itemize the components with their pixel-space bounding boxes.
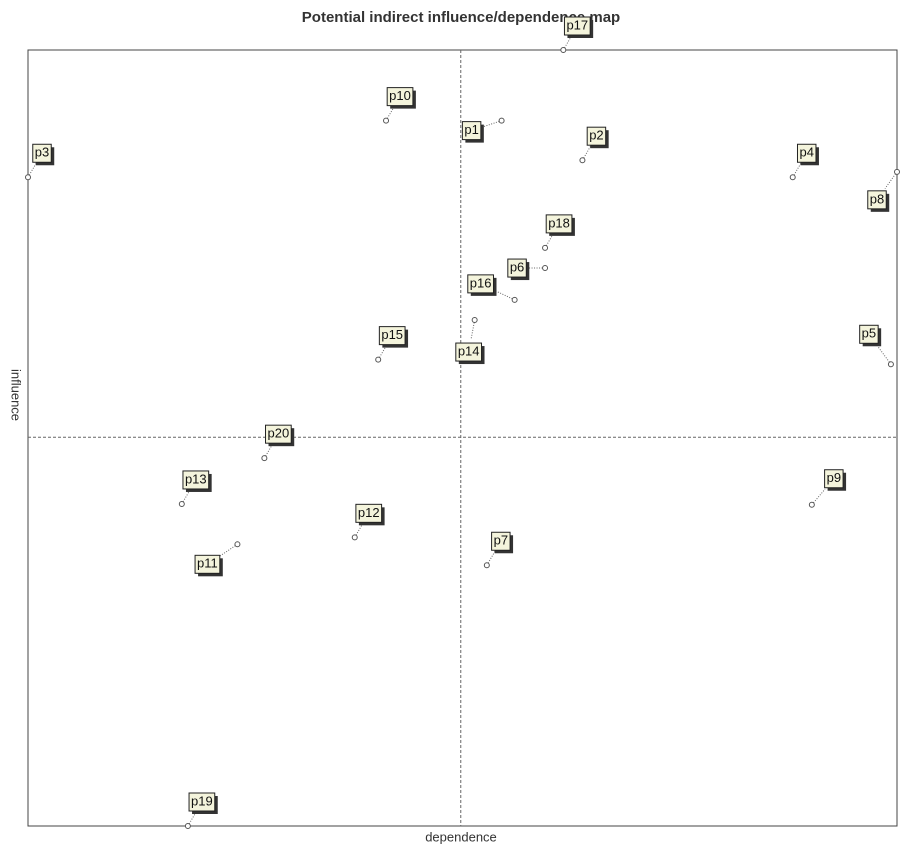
point-label: p13 xyxy=(185,471,207,486)
point-label: p14 xyxy=(458,343,480,358)
point-label: p16 xyxy=(470,275,492,290)
point-label: p5 xyxy=(862,326,876,341)
leader-line xyxy=(885,172,897,189)
point-label: p9 xyxy=(827,470,841,485)
point-label: p11 xyxy=(197,556,218,571)
data-point xyxy=(376,357,381,362)
data-point xyxy=(790,175,795,180)
data-point xyxy=(185,824,190,829)
data-point xyxy=(543,266,548,271)
point-label: p10 xyxy=(389,88,411,103)
data-point xyxy=(235,542,240,547)
y-axis-label: influence xyxy=(9,369,24,421)
leader-line xyxy=(494,290,514,300)
data-point xyxy=(512,297,517,302)
point-label: p15 xyxy=(381,327,403,342)
point-label: p8 xyxy=(870,191,884,206)
point-label: p17 xyxy=(566,17,588,32)
x-axis-label: dependence xyxy=(425,829,497,844)
plot-frame xyxy=(28,50,897,826)
data-point xyxy=(809,502,814,507)
point-label: p18 xyxy=(548,215,570,230)
data-point xyxy=(26,175,31,180)
data-point xyxy=(352,535,357,540)
point-label: p7 xyxy=(494,533,508,548)
point-label: p19 xyxy=(191,793,213,808)
data-point xyxy=(895,169,900,174)
chart: Potential indirect influence/dependence … xyxy=(0,0,904,847)
leader-line xyxy=(878,346,891,364)
point-label: p20 xyxy=(268,426,290,441)
data-point xyxy=(543,245,548,250)
point-label: p3 xyxy=(35,145,49,160)
data-point xyxy=(472,318,477,323)
point-label: p2 xyxy=(589,128,603,143)
data-point xyxy=(499,118,504,123)
data-point xyxy=(384,118,389,123)
leader-line xyxy=(219,544,237,556)
point-label: p6 xyxy=(510,259,524,274)
data-point xyxy=(179,501,184,506)
data-point xyxy=(888,362,893,367)
point-label: p4 xyxy=(799,145,813,160)
leader-line xyxy=(812,489,825,505)
point-label: p12 xyxy=(358,505,380,520)
data-point xyxy=(561,48,566,53)
data-point xyxy=(484,563,489,568)
point-label: p1 xyxy=(464,122,478,137)
data-point xyxy=(580,158,585,163)
data-point xyxy=(262,456,267,461)
